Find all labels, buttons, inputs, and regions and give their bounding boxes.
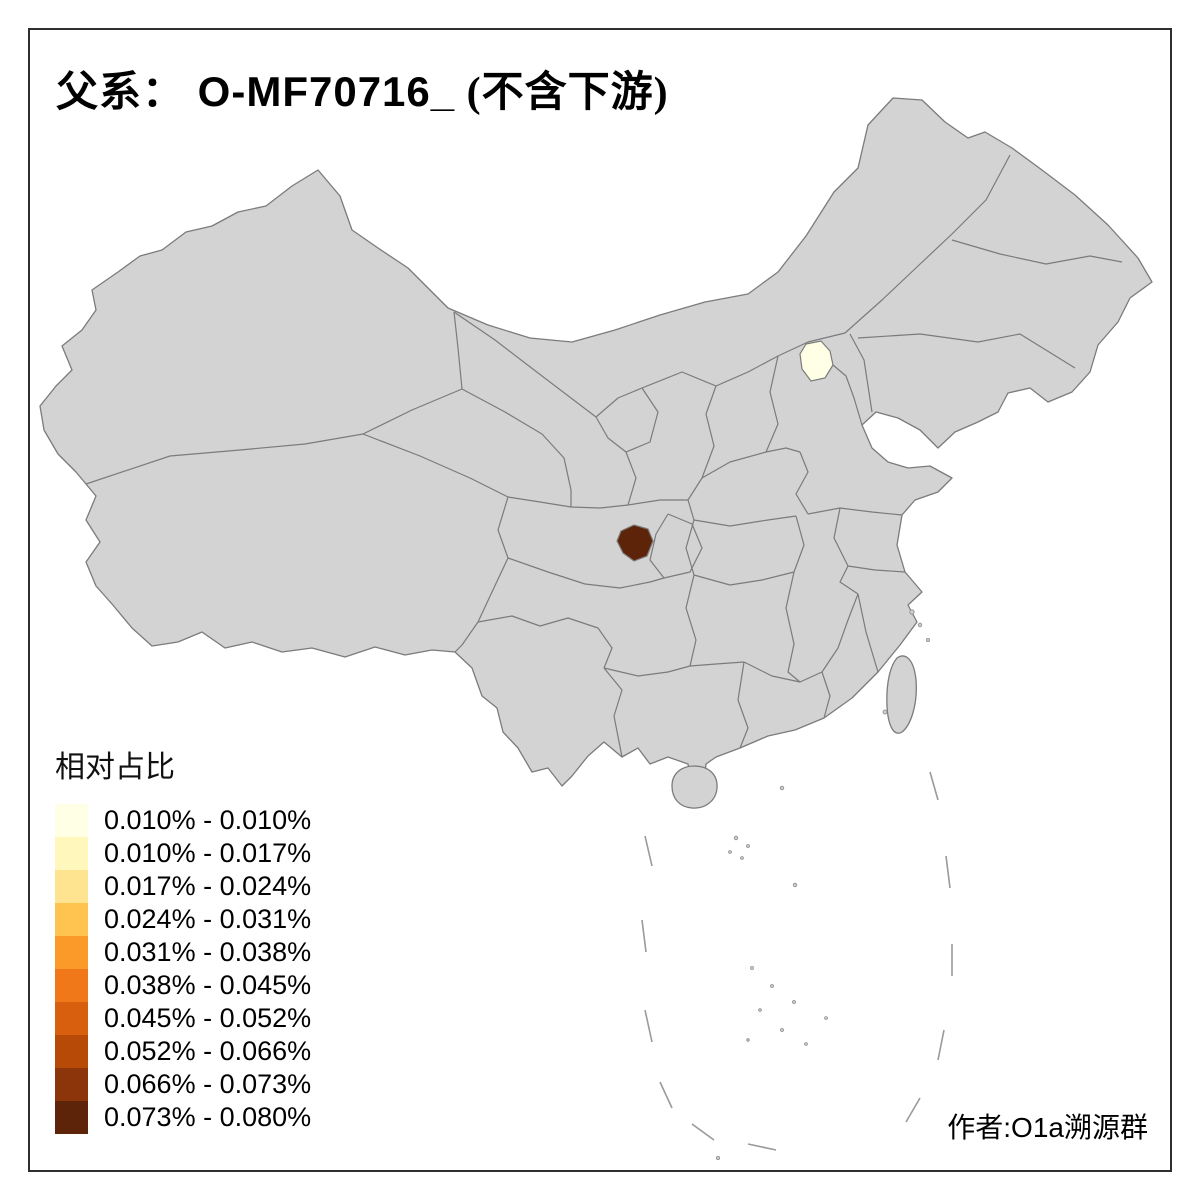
legend-swatch: [55, 837, 88, 870]
legend-item: 0.010% - 0.010%: [55, 804, 311, 837]
legend-swatch: [55, 870, 88, 903]
legend-item: 0.024% - 0.031%: [55, 903, 311, 936]
author-credit: 作者:O1a溯源群: [947, 1112, 1148, 1143]
taiwan-island: [886, 655, 917, 734]
legend-swatch: [55, 1002, 88, 1035]
mainland-china-shape: [39, 97, 1153, 789]
legend-swatch: [55, 804, 88, 837]
legend-swatch: [55, 903, 88, 936]
legend-label: 0.066% - 0.073%: [104, 1069, 312, 1099]
nine-dash-line: [641, 771, 953, 1151]
legend-items: 0.010% - 0.010% 0.010% - 0.017% 0.017% -…: [55, 804, 311, 1134]
legend-swatch: [55, 936, 88, 969]
legend-item: 0.045% - 0.052%: [55, 1002, 311, 1035]
province-borders: [85, 154, 1123, 758]
legend-item: 0.052% - 0.066%: [55, 1035, 311, 1068]
legend-label: 0.024% - 0.031%: [104, 904, 312, 934]
legend-title: 相对占比: [55, 751, 175, 784]
legend-label: 0.017% - 0.024%: [104, 871, 312, 901]
legend-label: 0.031% - 0.038%: [104, 937, 312, 967]
small-islands: [716, 609, 931, 1161]
legend-item: 0.017% - 0.024%: [55, 870, 311, 903]
legend-swatch: [55, 1035, 88, 1068]
sichuan-basin-region: [616, 524, 654, 562]
legend-label: 0.010% - 0.017%: [104, 838, 312, 868]
legend-label: 0.073% - 0.080%: [104, 1102, 312, 1132]
legend-item: 0.031% - 0.038%: [55, 936, 311, 969]
legend-swatch: [55, 1068, 88, 1101]
page-title: 父系： O-MF70716_ (不含下游): [56, 58, 669, 119]
legend-swatch: [55, 969, 88, 1002]
title-prefix: 父系：: [56, 70, 186, 116]
highlighted-regions: [616, 340, 834, 562]
legend-item: 0.066% - 0.073%: [55, 1068, 311, 1101]
title-haplogroup-code: O-MF70716_: [185, 68, 456, 115]
title-suffix: (不含下游): [455, 70, 669, 116]
legend-label: 0.010% - 0.010%: [104, 805, 312, 835]
beijing-region: [799, 340, 834, 382]
legend-item: 0.010% - 0.017%: [55, 837, 311, 870]
legend-item: 0.038% - 0.045%: [55, 969, 311, 1002]
hainan-island: [671, 765, 718, 809]
legend-label: 0.045% - 0.052%: [104, 1003, 312, 1033]
legend-swatch: [55, 1101, 88, 1134]
landmass-group: [39, 97, 1153, 809]
legend: 相对占比 0.010% - 0.010% 0.010% - 0.017% 0.0…: [55, 742, 311, 1134]
legend-item: 0.073% - 0.080%: [55, 1101, 311, 1134]
legend-label: 0.038% - 0.045%: [104, 970, 312, 1000]
legend-label: 0.052% - 0.066%: [104, 1036, 312, 1066]
